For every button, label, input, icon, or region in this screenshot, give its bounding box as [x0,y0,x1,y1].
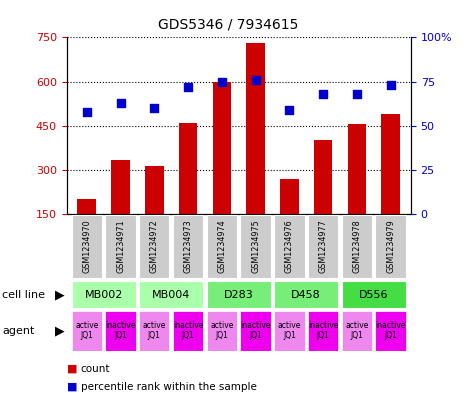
Point [218,79,226,85]
Bar [240,215,271,278]
Text: GSM1234974: GSM1234974 [217,220,226,274]
Bar [173,311,203,351]
Bar [342,281,406,308]
Text: GSM1234979: GSM1234979 [386,220,395,274]
Bar [139,215,170,278]
Text: active
JQ1: active JQ1 [210,321,234,340]
Text: inactive
JQ1: inactive JQ1 [105,321,136,340]
Text: ■: ■ [66,382,77,392]
Point [117,99,124,106]
Bar [207,281,271,308]
Bar [348,124,366,259]
Point [184,84,192,90]
Bar [105,311,136,351]
Text: GSM1234972: GSM1234972 [150,220,159,274]
Text: active
JQ1: active JQ1 [75,321,98,340]
Text: active
JQ1: active JQ1 [142,321,166,340]
Bar [212,81,231,259]
Text: inactive
JQ1: inactive JQ1 [240,321,271,340]
Text: inactive
JQ1: inactive JQ1 [375,321,406,340]
Text: MB002: MB002 [85,290,123,299]
Bar [274,311,304,351]
Bar [207,215,237,278]
Bar [105,215,136,278]
Text: percentile rank within the sample: percentile rank within the sample [81,382,256,392]
Text: active
JQ1: active JQ1 [345,321,369,340]
Text: GSM1234976: GSM1234976 [285,220,294,274]
Text: count: count [81,364,110,374]
Bar [280,179,299,259]
Text: GSM1234970: GSM1234970 [82,220,91,274]
Bar [342,311,372,351]
Text: GSM1234973: GSM1234973 [183,220,192,274]
Bar [240,311,271,351]
Bar [375,215,406,278]
Text: cell line: cell line [2,290,46,299]
Text: agent: agent [2,326,35,336]
Text: active
JQ1: active JQ1 [278,321,301,340]
Text: GDS5346 / 7934615: GDS5346 / 7934615 [158,18,298,32]
Bar [274,215,304,278]
Text: D556: D556 [359,290,389,299]
Bar [308,311,338,351]
Bar [274,281,338,308]
Text: GSM1234971: GSM1234971 [116,220,125,274]
Point [151,105,158,111]
Text: ▶: ▶ [55,324,64,337]
Text: GSM1234977: GSM1234977 [319,220,328,274]
Bar [173,215,203,278]
Bar [314,140,332,259]
Text: inactive
JQ1: inactive JQ1 [308,321,338,340]
Text: D458: D458 [291,290,321,299]
Text: ■: ■ [66,364,77,374]
Bar [308,215,338,278]
Point [387,82,394,88]
Bar [375,311,406,351]
Text: MB004: MB004 [152,290,190,299]
Text: D283: D283 [224,290,254,299]
Bar [246,43,265,259]
Point [353,91,361,97]
Point [285,107,293,113]
Bar [72,311,102,351]
Bar [381,114,400,259]
Bar [72,281,136,308]
Text: ▶: ▶ [55,288,64,301]
Bar [139,281,203,308]
Bar [72,215,102,278]
Bar [342,215,372,278]
Bar [111,160,130,259]
Text: GSM1234975: GSM1234975 [251,220,260,274]
Point [83,108,91,115]
Bar [207,311,237,351]
Text: inactive
JQ1: inactive JQ1 [173,321,203,340]
Bar [139,311,170,351]
Text: GSM1234978: GSM1234978 [352,220,361,274]
Bar [179,123,197,259]
Bar [145,165,163,259]
Point [319,91,327,97]
Bar [77,199,96,259]
Point [252,77,259,83]
